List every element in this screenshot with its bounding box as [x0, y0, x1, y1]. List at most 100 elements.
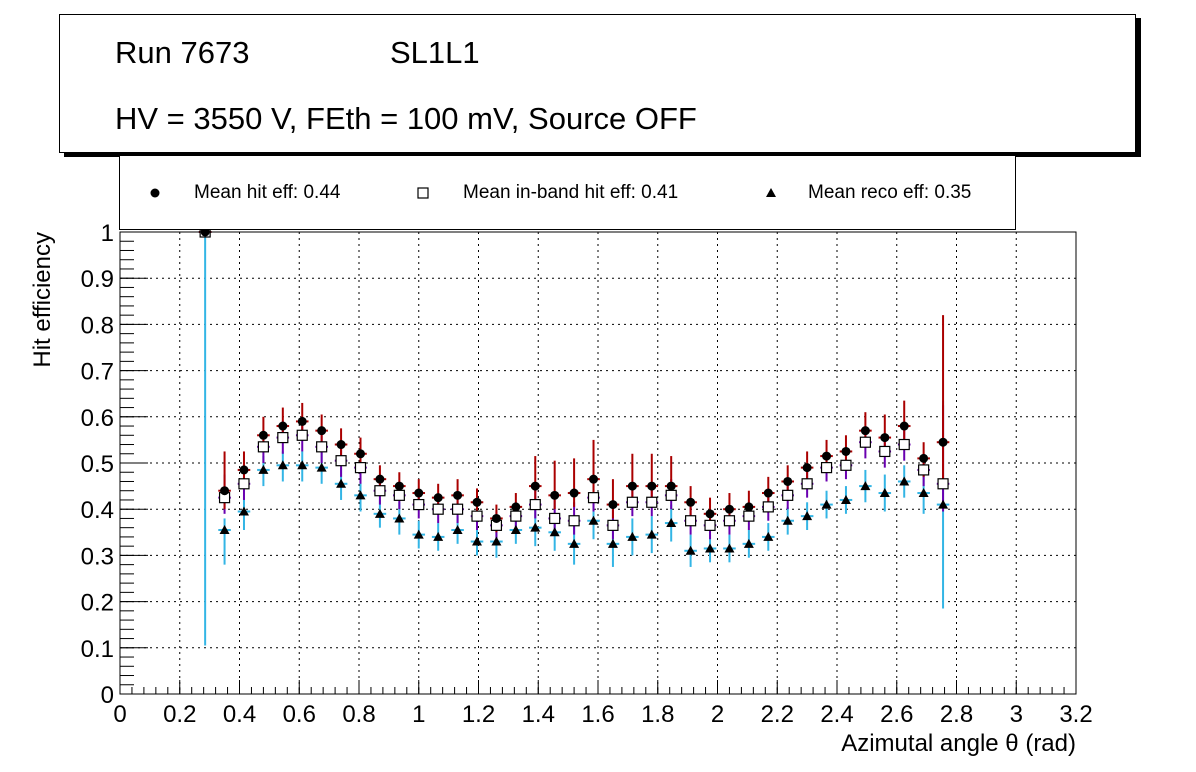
reco-point [938, 499, 949, 509]
x-tick-label: 0.2 [163, 701, 196, 728]
inband-point [296, 429, 308, 441]
inband-point [529, 498, 541, 511]
reco-point [258, 464, 269, 474]
reco-point [782, 515, 793, 525]
y-tick-label: 0.7 [81, 359, 114, 386]
hit-point [686, 497, 696, 507]
hit-point [511, 502, 521, 512]
inband-point [918, 464, 930, 476]
reco-point [802, 511, 813, 521]
reco-point [685, 545, 696, 555]
reco-point [918, 488, 929, 498]
hit-point [278, 421, 288, 431]
reco-point [763, 531, 774, 541]
reco-point [666, 518, 677, 528]
reco-point [374, 508, 385, 518]
hit-point [763, 488, 773, 498]
reco-point [394, 513, 405, 523]
inband-point [374, 485, 386, 497]
reco-point [588, 515, 599, 525]
reco-point [355, 490, 366, 500]
reco-point [510, 524, 521, 534]
y-tick-label: 0.4 [81, 497, 114, 524]
reco-point [238, 506, 249, 516]
x-tick-label: 2.6 [880, 701, 913, 728]
reco-point [549, 527, 560, 537]
x-axis-title: Azimutal angle θ (rad) [841, 730, 1076, 757]
hit-point [705, 509, 715, 519]
inband-point [820, 462, 833, 474]
inband-point [646, 496, 658, 508]
inband-point [335, 455, 347, 467]
reco-point [743, 538, 754, 548]
hit-point [666, 481, 676, 491]
reco-point [821, 499, 832, 509]
reco-point [569, 538, 580, 548]
hit-point [919, 453, 929, 463]
inband-point [471, 510, 483, 522]
reco-point [413, 529, 424, 539]
legend: Mean hit eff: 0.44 Mean in-band hit eff:… [119, 156, 1016, 230]
reco-point [879, 488, 890, 498]
reco-point [860, 481, 871, 491]
reco-point [530, 522, 541, 532]
reco-point [646, 529, 657, 539]
hit-point [744, 502, 754, 512]
hit-point [860, 426, 870, 436]
y-tick-label: 0.3 [81, 543, 114, 570]
reco-point [491, 536, 502, 546]
hit-point [258, 430, 268, 440]
hit-point [550, 490, 560, 500]
hit-point [724, 504, 734, 514]
title-box: Run 7673 SL1L1 HV = 3550 V, FEth = 100 m… [59, 14, 1136, 153]
inband-point [801, 478, 813, 490]
inband-point [859, 436, 871, 448]
hit-point [336, 440, 346, 450]
hit-point [297, 416, 307, 426]
x-tick-label: 1.8 [641, 701, 674, 728]
reco-point [840, 494, 851, 504]
inband-point [626, 496, 638, 508]
hit-point [375, 474, 385, 484]
hit-point [220, 486, 230, 496]
hit-point [647, 481, 657, 491]
inband-point [413, 498, 425, 511]
y-axis-title: Hit efficiency [29, 232, 56, 368]
inband-point [685, 515, 697, 527]
x-tick-label: 1.4 [522, 701, 555, 728]
inband-point [723, 515, 736, 527]
inband-point [840, 459, 852, 471]
reco-point [219, 524, 230, 534]
inband-point [587, 492, 600, 504]
x-tick-label: 3.2 [1059, 701, 1092, 728]
hit-point [414, 488, 424, 498]
reco-point [472, 536, 483, 546]
y-tick-label: 0.8 [81, 312, 114, 339]
hit-point [530, 481, 540, 491]
inband-point [277, 431, 289, 444]
reco-point [705, 543, 716, 553]
triangle-marker-icon [766, 188, 776, 197]
inband-point [607, 519, 619, 531]
legend-label-hit: Mean hit eff: 0.44 [194, 182, 341, 203]
inband-point [937, 478, 949, 490]
hit-point [433, 493, 443, 503]
hit-point [589, 474, 599, 484]
inband-point [704, 519, 716, 531]
reco-point [607, 538, 618, 548]
y-tick-label: 0.9 [81, 266, 114, 293]
x-tick-label: 1.6 [581, 701, 614, 728]
inband-point [898, 438, 910, 451]
inband-point [354, 462, 367, 474]
reco-point [433, 531, 444, 541]
inband-point [257, 441, 269, 453]
y-tick-label: 1 [101, 220, 114, 247]
conditions-label: HV = 3550 V, FEth = 100 mV, Source OFF [115, 101, 697, 136]
reco-point [627, 531, 638, 541]
x-tick-label: 2.2 [761, 701, 794, 728]
hit-point [239, 465, 249, 475]
hit-point [453, 490, 463, 500]
legend-label-reco: Mean reco eff: 0.35 [808, 182, 972, 203]
y-tick-label: 0 [101, 682, 114, 709]
